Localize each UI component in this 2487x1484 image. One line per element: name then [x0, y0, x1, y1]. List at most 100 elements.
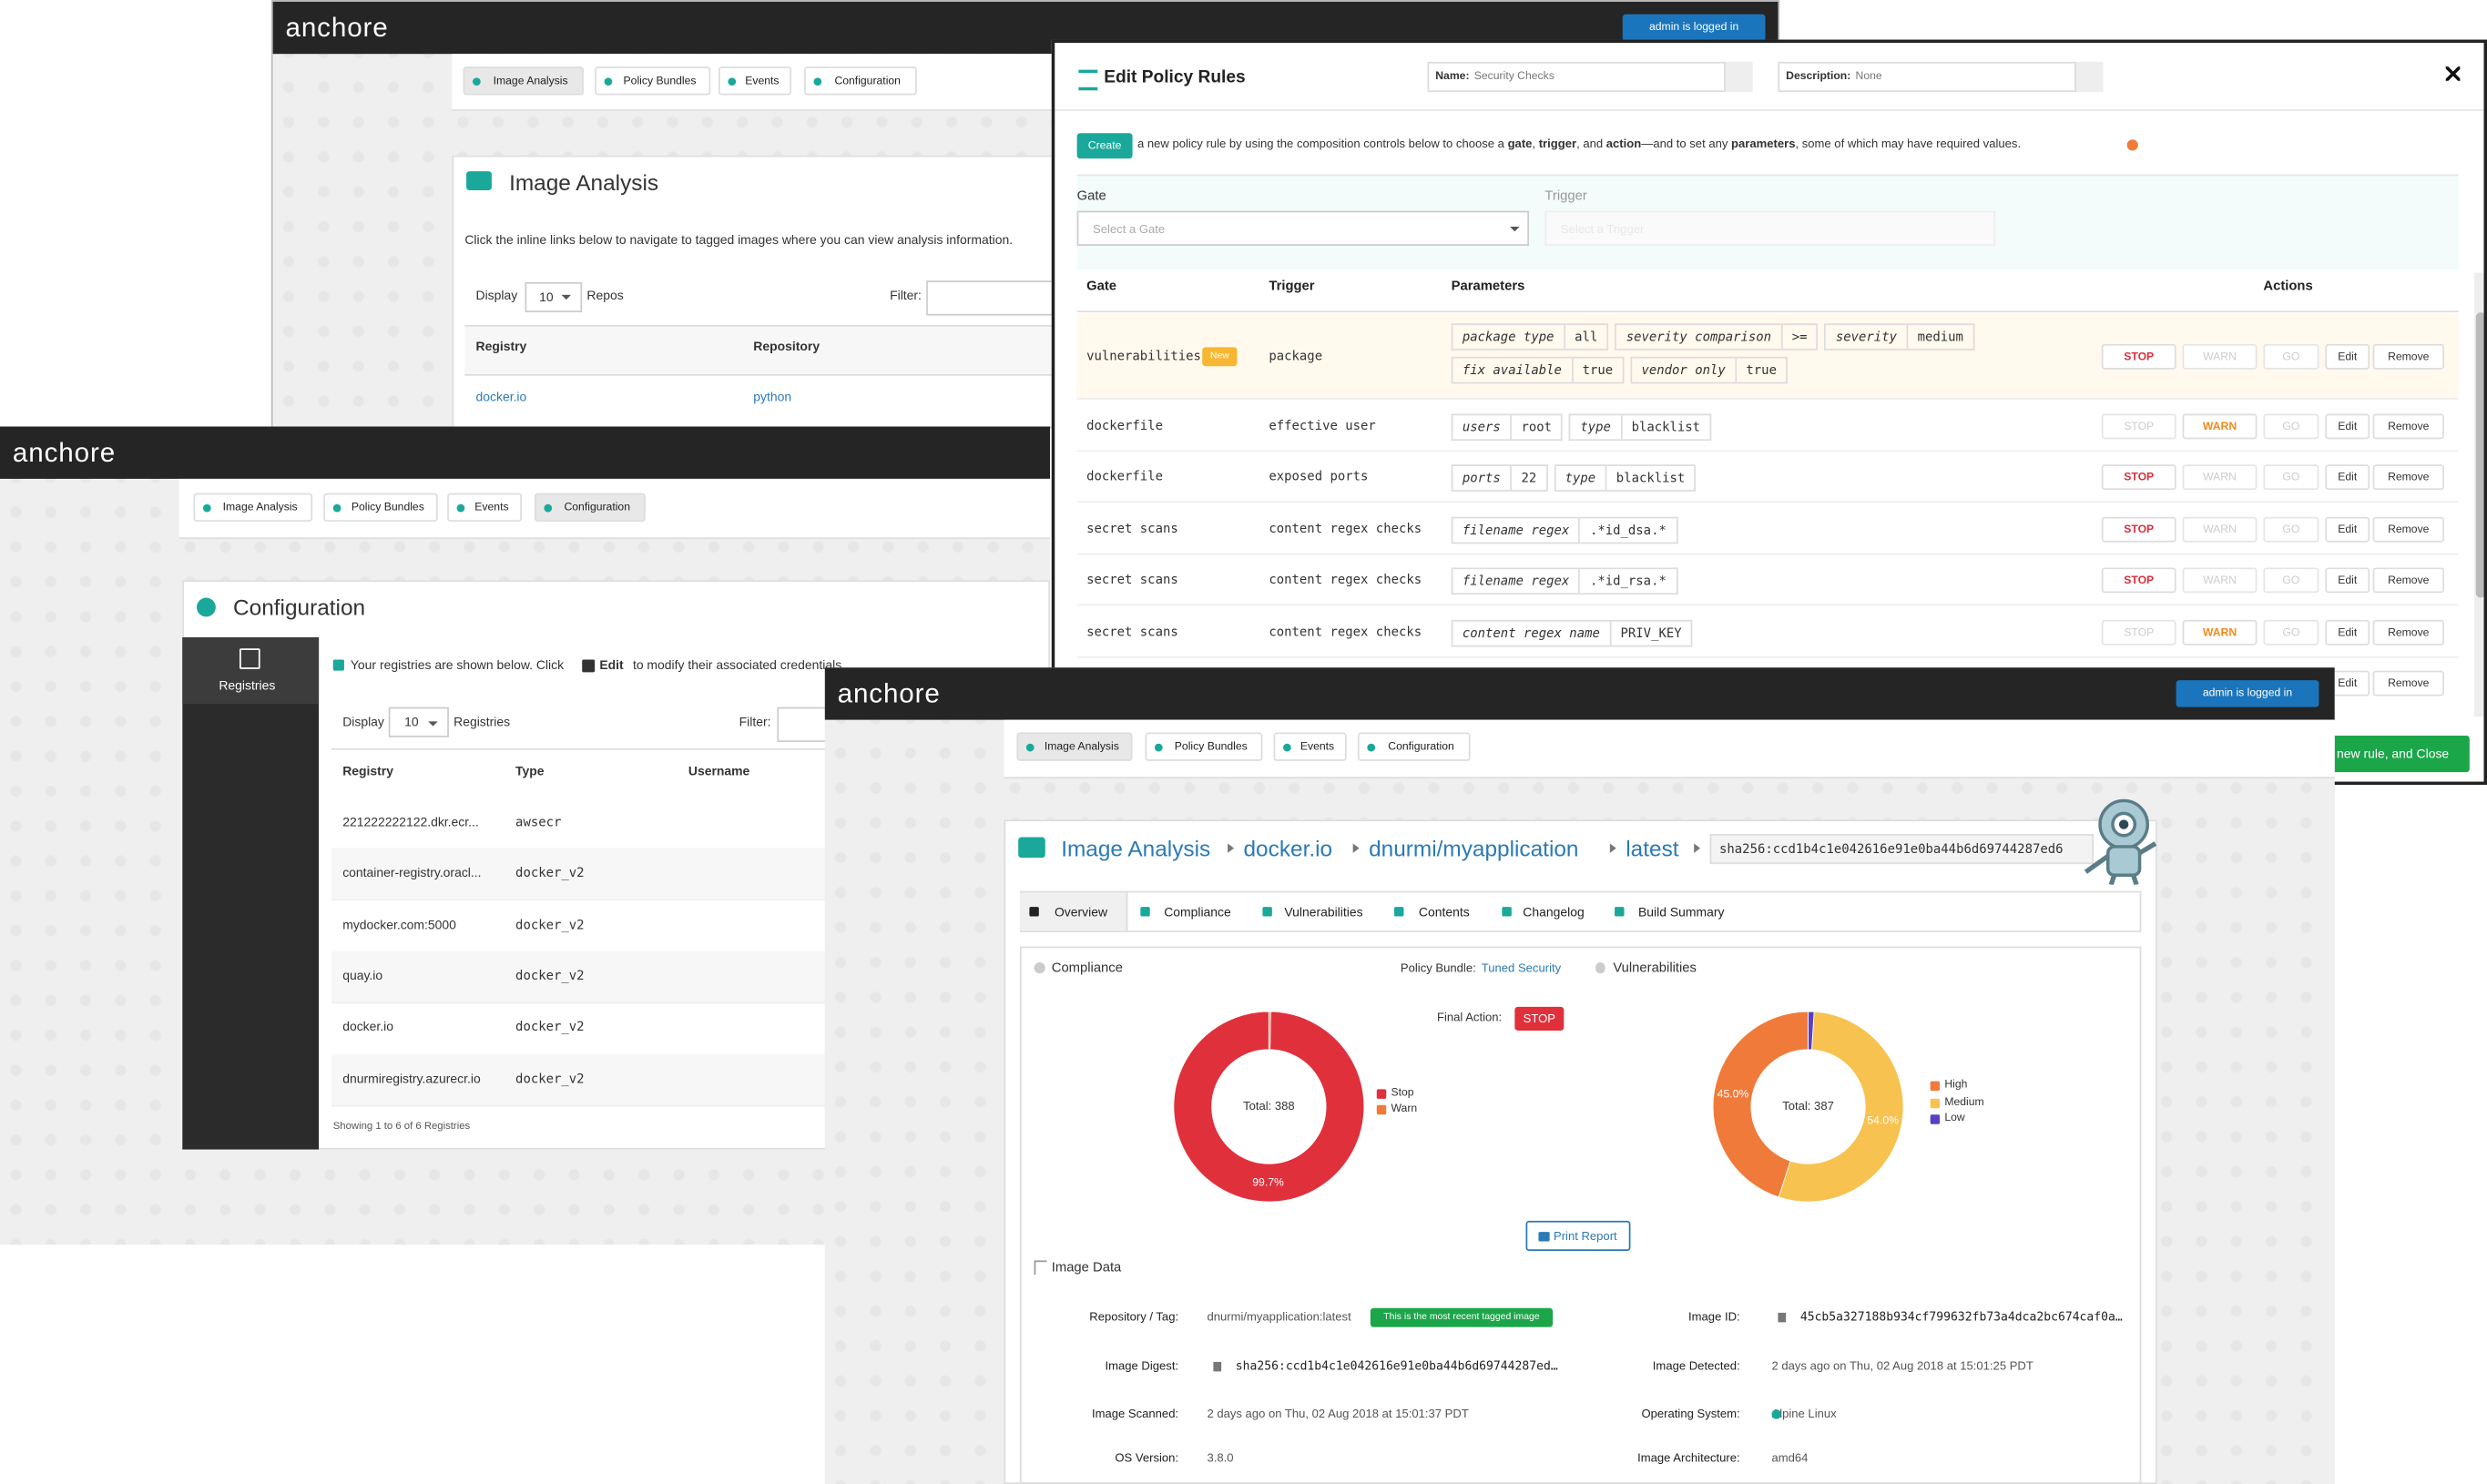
row-button[interactable]: Edit [2325, 343, 2370, 370]
row-button[interactable]: Remove [2372, 464, 2444, 491]
nav-tab[interactable]: Events [447, 493, 523, 522]
icon [1029, 907, 1039, 917]
action-button[interactable]: GO [2263, 464, 2319, 491]
page-size-select[interactable]: 10 [525, 281, 583, 313]
row-button[interactable]: Edit [2325, 516, 2370, 543]
bundle-link[interactable]: Tuned Security [1481, 961, 1562, 976]
icon [1376, 1104, 1387, 1115]
action-button[interactable]: STOP [2101, 516, 2176, 543]
field-label: Image Scanned: [1091, 1406, 1179, 1421]
final-action-label: Final Action: [1436, 1010, 1503, 1025]
gate-select[interactable]: Select a Gate [1076, 210, 1530, 246]
subtab[interactable]: Changelog [1493, 892, 1599, 930]
trigger-select: Select a Trigger [1544, 210, 1996, 246]
caret [561, 294, 572, 300]
subtab[interactable]: Build Summary [1605, 892, 1742, 930]
parameter-chip: severity comparison >= [1615, 323, 1819, 351]
segment-label: 54.0% [1867, 1113, 1899, 1126]
row-button[interactable]: Remove [2372, 619, 2444, 645]
table-link[interactable]: docker.io [475, 390, 527, 404]
description-value: None [1855, 71, 1882, 83]
nav-tab[interactable]: Configuration [534, 493, 646, 522]
divider [1055, 109, 2484, 111]
edit-button[interactable] [1724, 61, 1753, 93]
row-button[interactable]: Edit [2325, 619, 2370, 645]
rule-trigger: content regex checks [1269, 521, 1422, 536]
parameter-chip: fix available true [1451, 356, 1625, 384]
action-button[interactable]: STOP [2101, 343, 2176, 370]
subtab[interactable]: Overview [1019, 892, 1128, 931]
donut-segment [1808, 1011, 1815, 1051]
action-button[interactable]: GO [2263, 567, 2319, 594]
description-label: Description: [1786, 71, 1851, 83]
subtab[interactable]: Compliance [1131, 892, 1249, 930]
field-value: 3.8.0 [1207, 1450, 1234, 1466]
digest-box: sha256:ccd1b4c1e042616e91e0ba44b6d697442… [1709, 834, 2095, 865]
brand-logo: anchore [837, 678, 941, 709]
action-button[interactable]: GO [2263, 516, 2319, 543]
nav-tab[interactable]: Events [718, 66, 792, 96]
sidebar-item[interactable] [182, 637, 320, 705]
row-button[interactable]: Remove [2372, 413, 2444, 440]
field-value: dnurmi/myapplication:latest [1207, 1309, 1351, 1325]
icon [1018, 837, 1045, 859]
rule-trigger: effective user [1269, 418, 1376, 433]
row-button[interactable]: Edit [2325, 464, 2370, 491]
brand-logo: anchore [285, 12, 389, 43]
registry-name: docker.io [342, 1020, 393, 1035]
action-button[interactable]: STOP [2101, 619, 2176, 645]
action-button[interactable]: WARN [2182, 464, 2258, 491]
action-button[interactable]: WARN [2182, 343, 2258, 370]
table-link[interactable]: python [753, 390, 792, 404]
close-button[interactable] [2445, 66, 2461, 81]
action-button[interactable]: GO [2263, 343, 2319, 370]
nav-tab[interactable]: Configuration [1357, 732, 1471, 761]
nav-tab[interactable]: Policy Bundles [1145, 732, 1263, 761]
breadcrumb-link[interactable]: Image Analysis [1061, 835, 1211, 861]
action-button[interactable]: GO [2263, 619, 2319, 645]
breadcrumb-link[interactable]: latest [1626, 835, 1679, 861]
action-button[interactable]: STOP [2101, 413, 2176, 440]
action-button[interactable]: STOP [2101, 567, 2176, 594]
caret [1510, 227, 1520, 232]
nav-tab[interactable]: Policy Bundles [323, 493, 438, 522]
action-button[interactable]: WARN [2182, 516, 2258, 543]
nav-tab[interactable]: Events [1273, 732, 1347, 761]
nav-tab[interactable]: Policy Bundles [595, 66, 711, 96]
user-menu[interactable]: admin is logged in [2176, 680, 2319, 707]
action-button[interactable]: WARN [2182, 567, 2258, 594]
field-value: amd64 [1771, 1450, 1809, 1466]
row-button[interactable]: Remove [2372, 567, 2444, 594]
nav-tab[interactable]: Image Analysis [463, 66, 584, 96]
parameters: ports 22 type blacklist [1451, 462, 1982, 495]
row-button[interactable]: Edit [2325, 567, 2370, 594]
name-label: Name: [1435, 71, 1470, 83]
parameter-chip: ports 22 [1451, 464, 1548, 492]
nav-tab[interactable]: Image Analysis [1016, 732, 1133, 761]
action-button[interactable]: STOP [2101, 464, 2176, 491]
parameter-name: fix available [1452, 358, 1574, 382]
subtab[interactable]: Vulnerabilities [1253, 892, 1379, 930]
row-button[interactable]: Edit [2325, 413, 2370, 440]
page-size-select[interactable]: 10 [388, 706, 449, 737]
row-button[interactable]: Remove [2372, 516, 2444, 543]
parameter-value: PRIV_KEY [1620, 625, 1682, 641]
user-menu[interactable]: admin is logged in [1622, 14, 1766, 42]
registry-name: dnurmiregistry.azurecr.io [342, 1071, 481, 1086]
breadcrumb-link[interactable]: docker.io [1243, 835, 1333, 861]
row-button[interactable]: Remove [2372, 343, 2444, 370]
nav-tab[interactable]: Image Analysis [193, 493, 313, 522]
edit-button[interactable] [2074, 61, 2104, 93]
action-button[interactable]: WARN [2182, 619, 2258, 645]
icon [1595, 962, 1605, 974]
row-button[interactable]: Remove [2372, 670, 2444, 696]
parameter-chip: users root [1451, 413, 1564, 442]
action-button[interactable]: WARN [2182, 413, 2258, 440]
print-report-button[interactable]: Print Report [1525, 1220, 1631, 1252]
subtab[interactable]: Contents [1385, 892, 1488, 930]
breadcrumb-link[interactable]: dnurmi/myapplication [1369, 835, 1579, 861]
nav-tab[interactable]: Configuration [804, 66, 917, 96]
parameter-chip: vendor only true [1630, 356, 1789, 384]
action-button[interactable]: GO [2263, 413, 2319, 440]
field-value: Alpine Linux [1771, 1406, 1837, 1421]
